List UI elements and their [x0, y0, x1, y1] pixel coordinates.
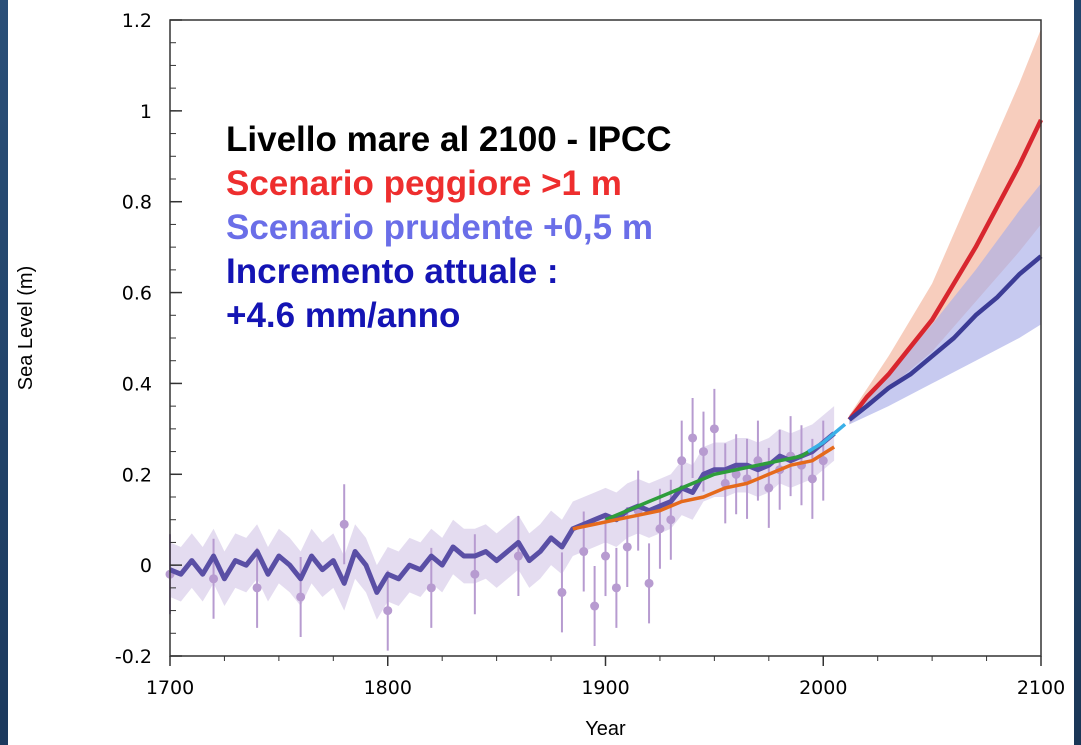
- y-tick-label: 0.2: [122, 464, 152, 486]
- reconstruction-point: [296, 592, 306, 602]
- reconstruction-point: [252, 583, 262, 593]
- reconstruction-points: [165, 388, 828, 651]
- series-line-4: [847, 118, 1044, 422]
- series-line-5: [847, 254, 1043, 422]
- y-tick-label: 0.4: [122, 373, 152, 395]
- annotation-block: Livello mare al 2100 - IPCC Scenario pegg…: [226, 118, 671, 338]
- y-tick-label: 0.6: [122, 283, 152, 305]
- x-tick-label: 1700: [146, 677, 194, 699]
- reconstruction-point: [677, 456, 687, 466]
- reconstruction-point: [666, 515, 676, 525]
- series-line-3: [807, 422, 847, 454]
- reconstruction-point: [720, 478, 730, 488]
- annotation-line-0: Livello mare al 2100 - IPCC: [226, 120, 672, 159]
- series-line-2: [572, 445, 836, 531]
- y-tick-label: 1.2: [122, 10, 152, 32]
- series-line-0: [169, 431, 836, 595]
- reconstruction-point: [709, 424, 719, 434]
- x-tick-label: 1900: [581, 677, 629, 699]
- reconstruction-point: [611, 583, 621, 593]
- annotation-line-2: Scenario prudente +0,5 m: [226, 208, 653, 247]
- reconstruction-point: [731, 469, 741, 479]
- y-tick-label: 0: [140, 555, 152, 577]
- chart-panel: -0.2 0 0.2 0.4 0.6 0.8 1 1.2 1700 1800 1900 2000 210…: [8, 0, 1074, 745]
- reconstruction-point: [622, 542, 632, 552]
- y-tick-label: -0.2: [115, 646, 152, 668]
- annotation-line-4: +4.6 mm/anno: [226, 296, 461, 335]
- sea-level-chart: -0.2 0 0.2 0.4 0.6 0.8 1 1.2 1700 1800 1900 2000 210…: [15, 10, 1065, 740]
- annotation-line-3: Incremento attuale :: [226, 252, 559, 291]
- reconstruction-point: [601, 551, 610, 561]
- x-axis-title: Year: [585, 718, 626, 740]
- reconstruction-point: [426, 583, 436, 593]
- reconstruction-point: [753, 456, 763, 466]
- projection-band-1: [849, 183, 1041, 425]
- reconstruction-point: [209, 574, 219, 584]
- reconstruction-point: [590, 601, 600, 611]
- y-tick-label: 1: [140, 101, 152, 123]
- y-axis-title: Sea Level (m): [15, 266, 37, 391]
- reconstruction-point: [644, 578, 654, 588]
- projection-band-0: [849, 29, 1041, 425]
- reconstruction-point: [579, 547, 589, 557]
- reconstruction-point: [513, 551, 523, 561]
- x-tick-label: 2100: [1017, 677, 1065, 699]
- reconstruction-point: [698, 447, 708, 457]
- historical-band: [170, 406, 835, 620]
- x-tick-label: 2000: [799, 677, 847, 699]
- reconstruction-point: [655, 524, 665, 534]
- reconstruction-point: [470, 569, 480, 579]
- reconstruction-point: [339, 519, 349, 529]
- reconstruction-point: [688, 433, 698, 443]
- reconstruction-point: [383, 606, 393, 616]
- reconstruction-point: [818, 456, 828, 466]
- reconstruction-point: [764, 483, 774, 493]
- series-lines: [169, 118, 1044, 595]
- series-line-1: [604, 441, 825, 522]
- x-tick-label: 1800: [364, 677, 412, 699]
- axes: -0.2 0 0.2 0.4 0.6 0.8 1 1.2 1700 1800 1900 2000 210…: [15, 10, 1065, 740]
- reconstruction-point: [557, 587, 567, 597]
- y-tick-label: 0.8: [122, 192, 152, 214]
- annotation-line-1: Scenario peggiore >1 m: [226, 164, 622, 203]
- reconstruction-point: [807, 474, 817, 484]
